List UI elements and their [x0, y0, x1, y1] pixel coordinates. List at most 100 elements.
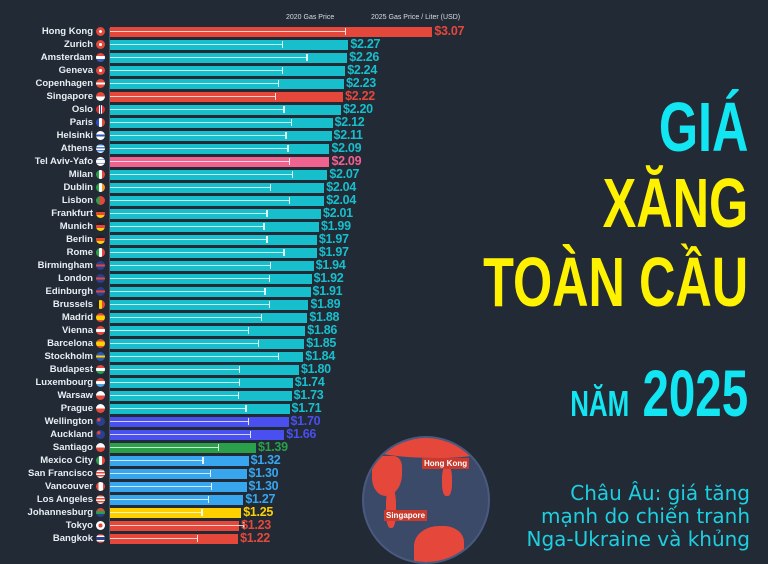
land-philippines [442, 466, 452, 496]
city-label: Vienna [62, 325, 93, 336]
marker-2020-line [110, 355, 278, 357]
flag-icon [96, 482, 105, 491]
marker-2020-tick [264, 288, 266, 295]
marker-2020-tick [263, 223, 265, 230]
title-line1: GIÁ [658, 88, 748, 166]
marker-2020-tick [268, 275, 270, 282]
flag-icon [96, 365, 105, 374]
bar-row: Hong Kong $3.07 [0, 24, 500, 38]
flag-icon [96, 339, 105, 348]
bar-row: Athens $2.09 [0, 141, 500, 155]
globe-label-singapore: Singapore [384, 510, 428, 521]
marker-2020-line [110, 134, 286, 136]
marker-2020-line [110, 368, 240, 370]
title-line3: TOÀN CẦU [482, 243, 748, 321]
marker-2020-tick [207, 496, 209, 503]
bar-row: Luxembourg $1.74 [0, 375, 500, 389]
city-label: Singapore [46, 91, 93, 102]
marker-2020-tick [218, 444, 220, 451]
marker-2020-tick [283, 249, 285, 256]
flag-icon [96, 40, 105, 49]
flag-icon [96, 196, 105, 205]
city-label: Warsaw [57, 390, 93, 401]
marker-2020-tick [278, 80, 280, 87]
city-label: San Francisco [28, 468, 93, 479]
value-label: $2.26 [349, 50, 380, 64]
bar-row: Tokyo $1.23 [0, 518, 500, 532]
bar-row: Singapore $2.22 [0, 89, 500, 103]
bar-row: Stockholm $1.84 [0, 349, 500, 363]
globe-map: Hong Kong Singapore [362, 436, 490, 564]
marker-2020-tick [210, 483, 213, 490]
subtitle-line2: mạnh do chiến tranh [541, 504, 750, 528]
marker-2020-line [110, 56, 307, 58]
bar-row: Frankfurt $2.01 [0, 206, 500, 220]
marker-2020-line [110, 303, 269, 305]
city-label: Milan [68, 169, 93, 180]
marker-2020-line [110, 238, 267, 240]
value-label: $2.27 [350, 37, 381, 51]
bar-row: Vienna $1.86 [0, 323, 500, 337]
city-label: Berlin [66, 234, 93, 245]
flag-icon [96, 456, 105, 465]
bar-row: London $1.92 [0, 271, 500, 285]
city-label: Budapest [49, 364, 93, 375]
marker-2020-line [110, 433, 250, 435]
flag-icon [96, 53, 105, 62]
flag-icon [96, 508, 105, 517]
flag-icon [96, 144, 105, 153]
marker-2020-line [110, 82, 278, 84]
flag-icon [96, 469, 105, 478]
marker-2020-tick [288, 197, 290, 204]
marker-2020-tick [283, 106, 285, 113]
bar-row: Brussels $1.89 [0, 297, 500, 311]
city-label: Dublin [63, 182, 93, 193]
city-label: Lisbon [61, 195, 93, 206]
title-year-prefix: NĂM [570, 383, 630, 424]
flag-icon [96, 534, 105, 543]
land-china [364, 438, 488, 458]
marker-2020-tick [290, 119, 292, 126]
bar-row: Johannesburg $1.25 [0, 505, 500, 519]
bar-row: Madrid $1.88 [0, 310, 500, 324]
marker-2020-tick [282, 41, 284, 48]
city-label: Tokyo [65, 520, 93, 531]
flag-icon [96, 417, 105, 426]
marker-2020-tick [243, 522, 245, 529]
marker-2020-tick [274, 93, 277, 100]
marker-2020-line [110, 472, 210, 474]
flag-icon [96, 521, 105, 530]
legend-2020: 2020 Gas Price [286, 14, 335, 21]
city-label: Copenhagen [35, 78, 93, 89]
marker-2020-tick [345, 28, 347, 35]
value-label: $2.09 [331, 154, 362, 168]
city-label: Hong Kong [41, 26, 93, 37]
marker-2020-line [110, 212, 267, 214]
city-label: Madrid [61, 312, 93, 323]
bar-row: Dublin $2.04 [0, 180, 500, 194]
value-label: $1.99 [320, 219, 351, 233]
marker-2020-line [110, 537, 198, 539]
marker-2020-line [110, 121, 291, 123]
value-label: $1.85 [306, 336, 337, 350]
marker-2020-tick [239, 379, 241, 386]
bar-row: Helsinki $2.11 [0, 128, 500, 142]
bar-row: Berlin $1.97 [0, 232, 500, 246]
bar-row: Budapest $1.80 [0, 362, 500, 376]
marker-2020-tick [285, 132, 287, 139]
city-label: Oslo [71, 104, 93, 115]
city-label: Geneva [58, 65, 93, 76]
city-label: Luxembourg [35, 377, 93, 388]
city-label: London [58, 273, 93, 284]
marker-2020-line [110, 407, 246, 409]
marker-2020-line [110, 381, 240, 383]
marker-2020-tick [202, 457, 204, 464]
bar-row: Munich $1.99 [0, 219, 500, 233]
city-label: Mexico City [40, 455, 93, 466]
marker-2020-tick [268, 301, 270, 308]
marker-2020-line [110, 329, 248, 331]
marker-2020-line [110, 225, 264, 227]
marker-2020-tick [278, 353, 280, 360]
value-label: $2.04 [326, 180, 356, 194]
flag-icon [96, 287, 105, 296]
